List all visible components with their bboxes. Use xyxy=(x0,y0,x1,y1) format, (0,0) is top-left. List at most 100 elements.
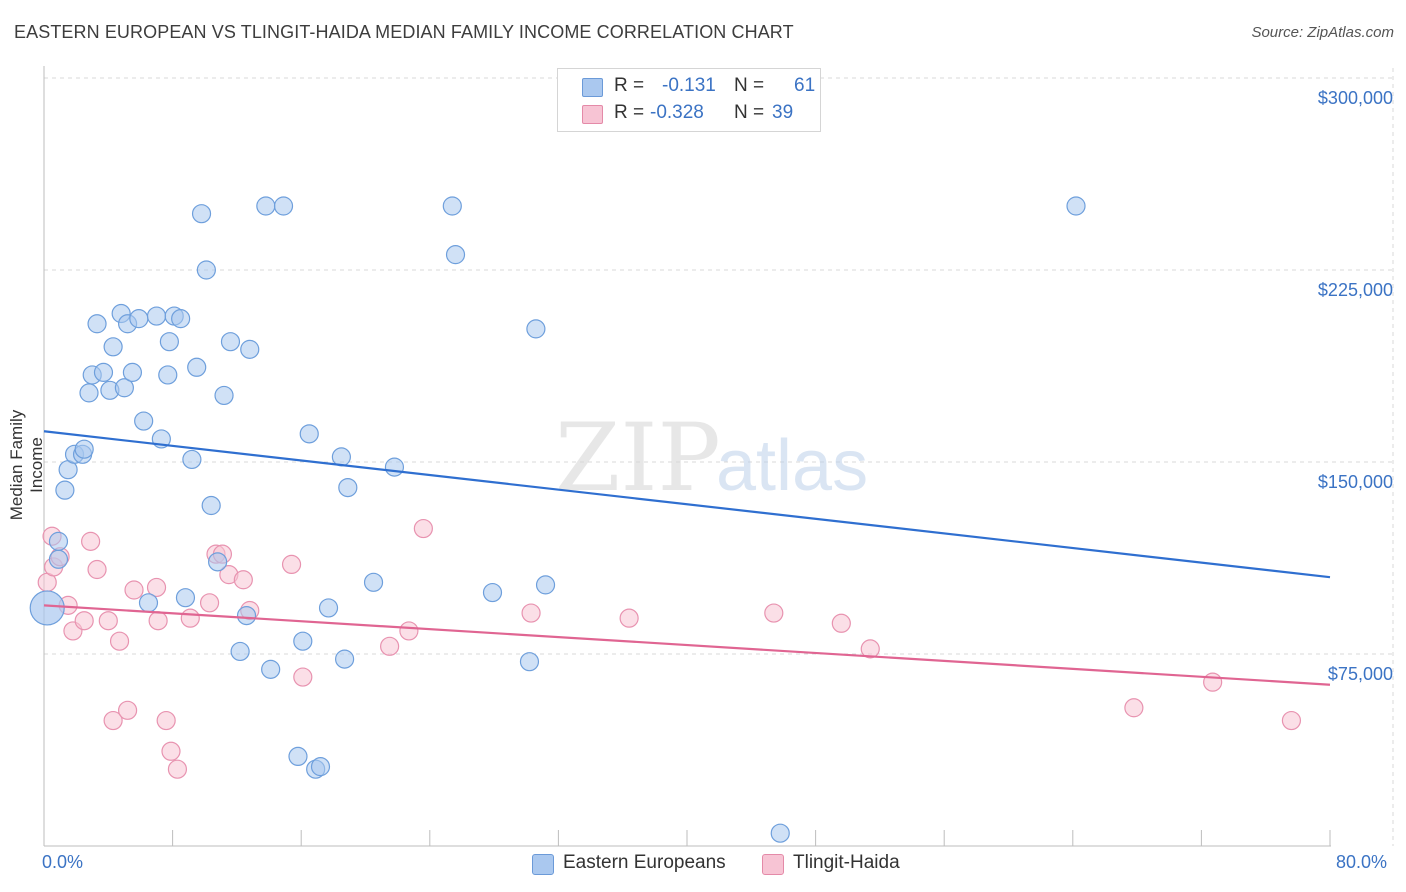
series-legend: Eastern Europeans Tlingit-Haida xyxy=(0,852,1406,878)
y-tick-label: $75,000 xyxy=(1328,664,1393,684)
point-tlingit-haida xyxy=(619,608,639,628)
point-eastern-europeans xyxy=(48,549,69,569)
point-tlingit-haida xyxy=(109,631,130,651)
y-tick-label: $150,000 xyxy=(1318,472,1393,492)
legend-r-label: R = xyxy=(614,75,645,96)
legend-swatch-blue xyxy=(532,854,554,875)
point-eastern-europeans xyxy=(114,378,134,398)
point-eastern-europeans xyxy=(230,641,250,662)
point-eastern-europeans xyxy=(256,196,276,216)
point-tlingit-haida xyxy=(233,570,253,590)
point-eastern-europeans xyxy=(236,605,257,626)
point-tlingit-haida xyxy=(81,531,101,551)
point-eastern-europeans xyxy=(138,593,159,613)
point-eastern-europeans xyxy=(261,659,281,679)
point-tlingit-haida xyxy=(293,667,313,687)
watermark-zip: ZIP xyxy=(555,404,721,513)
point-tlingit-haida xyxy=(764,603,784,623)
point-eastern-europeans xyxy=(273,196,294,216)
point-eastern-europeans xyxy=(171,309,191,329)
point-tlingit-haida xyxy=(148,611,168,631)
legend-label: Tlingit-Haida xyxy=(793,852,900,873)
legend-swatch-pink xyxy=(762,854,784,875)
point-tlingit-haida xyxy=(831,613,851,633)
point-eastern-europeans xyxy=(299,424,319,444)
legend-label: Eastern Europeans xyxy=(563,852,726,873)
point-eastern-europeans xyxy=(240,339,260,359)
y-tick-label: $225,000 xyxy=(1318,280,1393,300)
point-tlingit-haida xyxy=(74,611,94,631)
x-axis-max-label: 80.0% xyxy=(1336,852,1388,872)
point-eastern-europeans xyxy=(93,362,114,382)
legend-r-value: -0.328 xyxy=(650,102,704,123)
legend-n-label: N = xyxy=(734,75,765,96)
x-axis-min-label: 0.0% xyxy=(42,852,84,872)
point-tlingit-haida xyxy=(860,639,880,659)
trend-layer xyxy=(43,430,1331,686)
point-tlingit-haida xyxy=(103,710,123,731)
point-tlingit-haida xyxy=(98,611,118,631)
point-eastern-europeans xyxy=(338,478,358,498)
watermark: ZIP atlas xyxy=(555,404,868,513)
point-tlingit-haida xyxy=(413,518,433,539)
point-eastern-europeans xyxy=(103,337,123,357)
point-eastern-europeans xyxy=(74,439,94,459)
point-eastern-europeans xyxy=(201,495,221,516)
point-eastern-europeans xyxy=(146,306,167,326)
point-eastern-europeans xyxy=(384,457,405,477)
point-eastern-europeans xyxy=(288,746,308,767)
trendline-tlingit-haida xyxy=(43,604,1331,686)
point-tlingit-haida xyxy=(180,608,200,628)
legend-r-value: -0.131 xyxy=(662,75,716,96)
correlation-legend: R = -0.131 N = 61 R = -0.328 N = 39 xyxy=(557,68,821,132)
point-eastern-europeans xyxy=(770,823,790,843)
point-tlingit-haida xyxy=(521,603,541,623)
point-eastern-europeans xyxy=(79,383,99,403)
y-tick-labels: $75,000 $150,000 $225,000 $300,000 xyxy=(1318,88,1393,684)
point-eastern-europeans xyxy=(48,531,69,551)
legend-r-label: R = xyxy=(614,102,645,123)
point-tlingit-haida xyxy=(1281,710,1302,731)
chart-source: Source: ZipAtlas.com xyxy=(1251,24,1394,41)
point-eastern-europeans xyxy=(442,196,462,216)
point-eastern-europeans xyxy=(331,447,351,467)
y-axis-title: Median Family Income xyxy=(7,409,46,521)
point-tlingit-haida xyxy=(167,759,188,779)
point-eastern-europeans xyxy=(87,314,107,334)
trendline-eastern-europeans xyxy=(43,430,1331,579)
point-tlingit-haida xyxy=(117,700,138,720)
point-tlingit-haida xyxy=(156,710,176,731)
chart-title: EASTERN EUROPEAN VS TLINGIT-HAIDA MEDIAN… xyxy=(14,22,794,42)
point-tlingit-haida xyxy=(1124,698,1144,718)
points-layer xyxy=(29,196,1302,843)
point-tlingit-haida xyxy=(1203,672,1223,692)
point-eastern-europeans xyxy=(208,552,228,572)
point-eastern-europeans xyxy=(535,575,556,595)
point-eastern-europeans xyxy=(526,319,546,339)
point-eastern-europeans xyxy=(220,332,241,352)
point-eastern-europeans xyxy=(55,480,75,500)
point-eastern-europeans xyxy=(293,631,313,651)
point-eastern-europeans xyxy=(482,582,503,603)
axis-layer xyxy=(43,66,1331,847)
point-eastern-europeans xyxy=(214,385,234,406)
point-tlingit-haida xyxy=(380,636,400,656)
y-tick-label: $300,000 xyxy=(1318,88,1393,108)
point-tlingit-haida xyxy=(87,559,107,580)
legend-n-value: 61 xyxy=(794,75,816,96)
point-tlingit-haida xyxy=(124,580,144,600)
point-eastern-europeans xyxy=(191,204,212,224)
legend-swatch-pink xyxy=(582,105,603,124)
point-tlingit-haida xyxy=(146,577,167,598)
point-eastern-europeans xyxy=(158,365,178,385)
point-eastern-europeans xyxy=(310,757,331,777)
point-eastern-europeans xyxy=(196,260,216,280)
point-eastern-europeans xyxy=(134,411,154,431)
legend-swatch-blue xyxy=(582,78,603,97)
watermark-atlas: atlas xyxy=(716,426,868,506)
point-tlingit-haida xyxy=(399,621,419,641)
point-eastern-europeans xyxy=(318,598,339,618)
point-eastern-europeans xyxy=(363,572,384,592)
point-eastern-europeans xyxy=(122,362,143,382)
